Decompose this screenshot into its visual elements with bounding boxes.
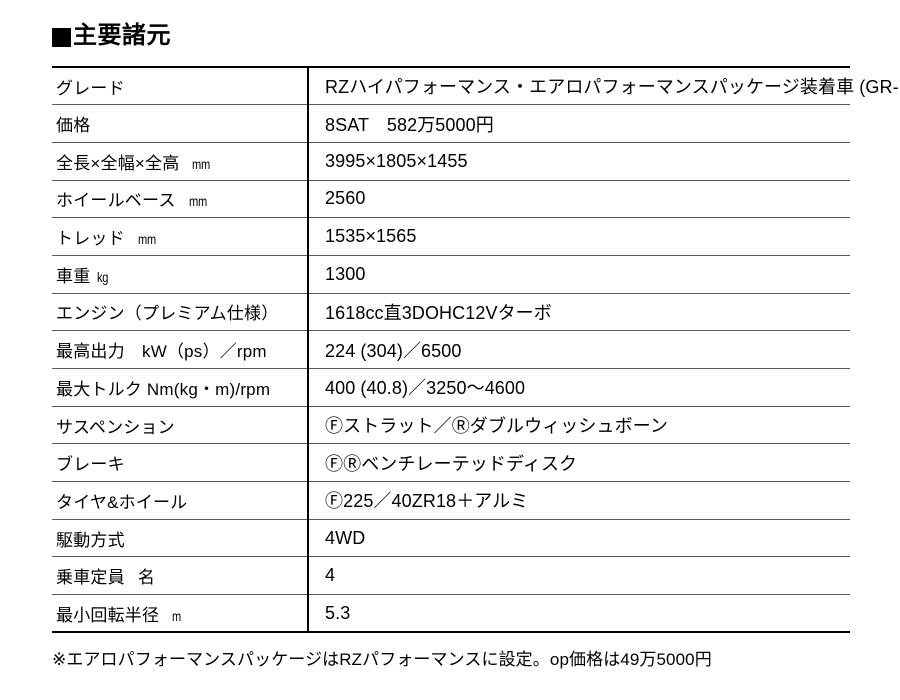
table-row: 乗車定員名 4	[52, 556, 850, 595]
page-title: 主要諸元	[52, 24, 171, 48]
row-label-text: 駆動方式	[56, 530, 125, 550]
row-value-cell: 3995×1805×1455	[307, 141, 850, 181]
row-value-text: 2560	[325, 188, 366, 209]
row-label-cell: グレード	[52, 66, 308, 105]
row-label-text: 車重	[56, 266, 91, 286]
row-label-cell: 駆動方式	[52, 518, 308, 557]
page-title-text: 主要諸元	[73, 22, 171, 49]
row-value-text: RZハイパフォーマンス・エアロパフォーマンスパッケージ装着車 (GR-DAT)	[325, 77, 900, 98]
table-row: 駆動方式 4WD	[52, 518, 850, 557]
table-body: グレード RZハイパフォーマンス・エアロパフォーマンスパッケージ装着車 (GR-…	[52, 66, 900, 634]
table-row: ホイールベース mm 2560	[52, 179, 850, 218]
specifications-table: グレード RZハイパフォーマンス・エアロパフォーマンスパッケージ装着車 (GR-…	[52, 66, 900, 634]
row-value-cell: ⒻⓇベンチレーテッドディスク	[307, 443, 850, 482]
row-value-text: Ⓕ225／40ZR18＋アルミ	[325, 491, 529, 512]
table-row: 全長×全幅×全高 mm 3995×1805×1455	[52, 141, 850, 181]
row-label-text: 最小回転半径	[56, 605, 160, 625]
row-label-cell: 最高出力 kW（ps）／rpm	[52, 330, 308, 369]
table-row: トレッド mm 1535×1565	[52, 217, 850, 256]
row-value-text: ⒻⓇベンチレーテッドディスク	[325, 453, 578, 474]
row-unit-text: mm	[137, 232, 156, 248]
row-label-cell: タイヤ&ホイール	[52, 481, 308, 520]
row-value-text: 5.3	[325, 602, 351, 623]
table-row: 最小回転半径 m 5.3	[52, 594, 850, 634]
table-row: タイヤ&ホイール Ⓕ225／40ZR18＋アルミ	[52, 481, 850, 520]
row-value-text: 4WD	[325, 527, 366, 548]
row-value-text: 224 (304)／6500	[325, 340, 462, 361]
row-unit-text: m	[172, 608, 182, 624]
footnote: ※エアロパフォーマンスパッケージはRZパフォーマンスに設定。op価格は49万50…	[52, 650, 712, 669]
row-value-cell: Ⓕストラット／Ⓡダブルウィッシュボーン	[307, 405, 850, 444]
row-label-text: エンジン（プレミアム仕様）	[56, 304, 279, 324]
row-label-text: トレッド	[56, 229, 125, 249]
row-value-cell: 8SAT 582万5000円	[307, 104, 850, 143]
row-label-cell: サスペンション	[52, 405, 308, 444]
row-value-cell: 4WD	[307, 518, 850, 557]
table-row: 価格 8SAT 582万5000円	[52, 104, 850, 143]
row-label-text: タイヤ&ホイール	[56, 492, 188, 512]
row-value-cell: RZハイパフォーマンス・エアロパフォーマンスパッケージ装着車 (GR-DAT)	[307, 66, 900, 105]
row-label-cell: 乗車定員名	[52, 556, 308, 595]
table-row: グレード RZハイパフォーマンス・エアロパフォーマンスパッケージ装着車 (GR-…	[52, 66, 900, 105]
row-unit-text: 名	[137, 568, 156, 588]
row-value-text: 3995×1805×1455	[325, 150, 468, 171]
table-row: 最高出力 kW（ps）／rpm 224 (304)／6500	[52, 330, 850, 369]
row-value-text: 1300	[325, 263, 366, 284]
row-value-cell: 4	[307, 556, 850, 595]
row-label-text: 最高出力 kW（ps）／rpm	[56, 342, 267, 362]
row-value-text: 8SAT 582万5000円	[325, 114, 494, 135]
row-value-cell: 1618cc直3DOHC12Vターボ	[307, 292, 850, 331]
row-value-text: 1618cc直3DOHC12Vターボ	[325, 302, 552, 323]
row-label-text: 価格	[56, 116, 91, 136]
row-value-cell: Ⓕ225／40ZR18＋アルミ	[307, 481, 850, 520]
table-row: 最大トルク Nm(kg・m)/rpm 400 (40.8)／3250〜4600	[52, 368, 850, 407]
row-unit-text: mm	[192, 156, 211, 172]
black-square-bullet-icon	[52, 27, 71, 47]
row-value-cell: 2560	[307, 179, 850, 218]
table-row: サスペンション Ⓕストラット／Ⓡダブルウィッシュボーン	[52, 405, 850, 444]
row-label-cell: ホイールベース mm	[52, 179, 308, 218]
row-label-cell: 最大トルク Nm(kg・m)/rpm	[52, 368, 308, 407]
row-label-cell: 車重 kg	[52, 254, 308, 294]
row-value-text: 400 (40.8)／3250〜4600	[325, 378, 526, 399]
row-label-text: サスペンション	[56, 417, 175, 437]
row-value-text: 1535×1565	[325, 226, 417, 247]
row-value-cell: 400 (40.8)／3250〜4600	[307, 368, 850, 407]
table-row: エンジン（プレミアム仕様） 1618cc直3DOHC12Vターボ	[52, 292, 850, 331]
row-label-text: ホイールベース	[56, 191, 176, 211]
row-value-cell: 1300	[307, 254, 850, 294]
row-value-text: 4	[325, 565, 336, 586]
row-label-cell: ブレーキ	[52, 443, 308, 482]
table-row: 車重 kg 1300	[52, 254, 850, 294]
row-label-cell: エンジン（プレミアム仕様）	[52, 292, 308, 331]
row-label-text: 全長×全幅×全高	[56, 153, 180, 173]
row-label-text: グレード	[56, 78, 125, 98]
row-label-cell: トレッド mm	[52, 217, 308, 256]
table-row: ブレーキ ⒻⓇベンチレーテッドディスク	[52, 443, 850, 482]
row-label-text: ブレーキ	[56, 455, 125, 475]
row-value-text: Ⓕストラット／Ⓡダブルウィッシュボーン	[325, 416, 668, 437]
row-value-cell: 5.3	[307, 594, 850, 634]
row-value-cell: 224 (304)／6500	[307, 330, 850, 369]
row-label-text: 乗車定員	[56, 568, 125, 588]
row-label-cell: 最小回転半径 m	[52, 594, 308, 634]
row-label-cell: 価格	[52, 104, 308, 143]
row-unit-text: kg	[97, 269, 109, 285]
row-label-text: 最大トルク Nm(kg・m)/rpm	[56, 379, 271, 399]
row-label-cell: 全長×全幅×全高 mm	[52, 141, 308, 181]
row-unit-text: mm	[188, 194, 207, 210]
row-value-cell: 1535×1565	[307, 217, 850, 256]
